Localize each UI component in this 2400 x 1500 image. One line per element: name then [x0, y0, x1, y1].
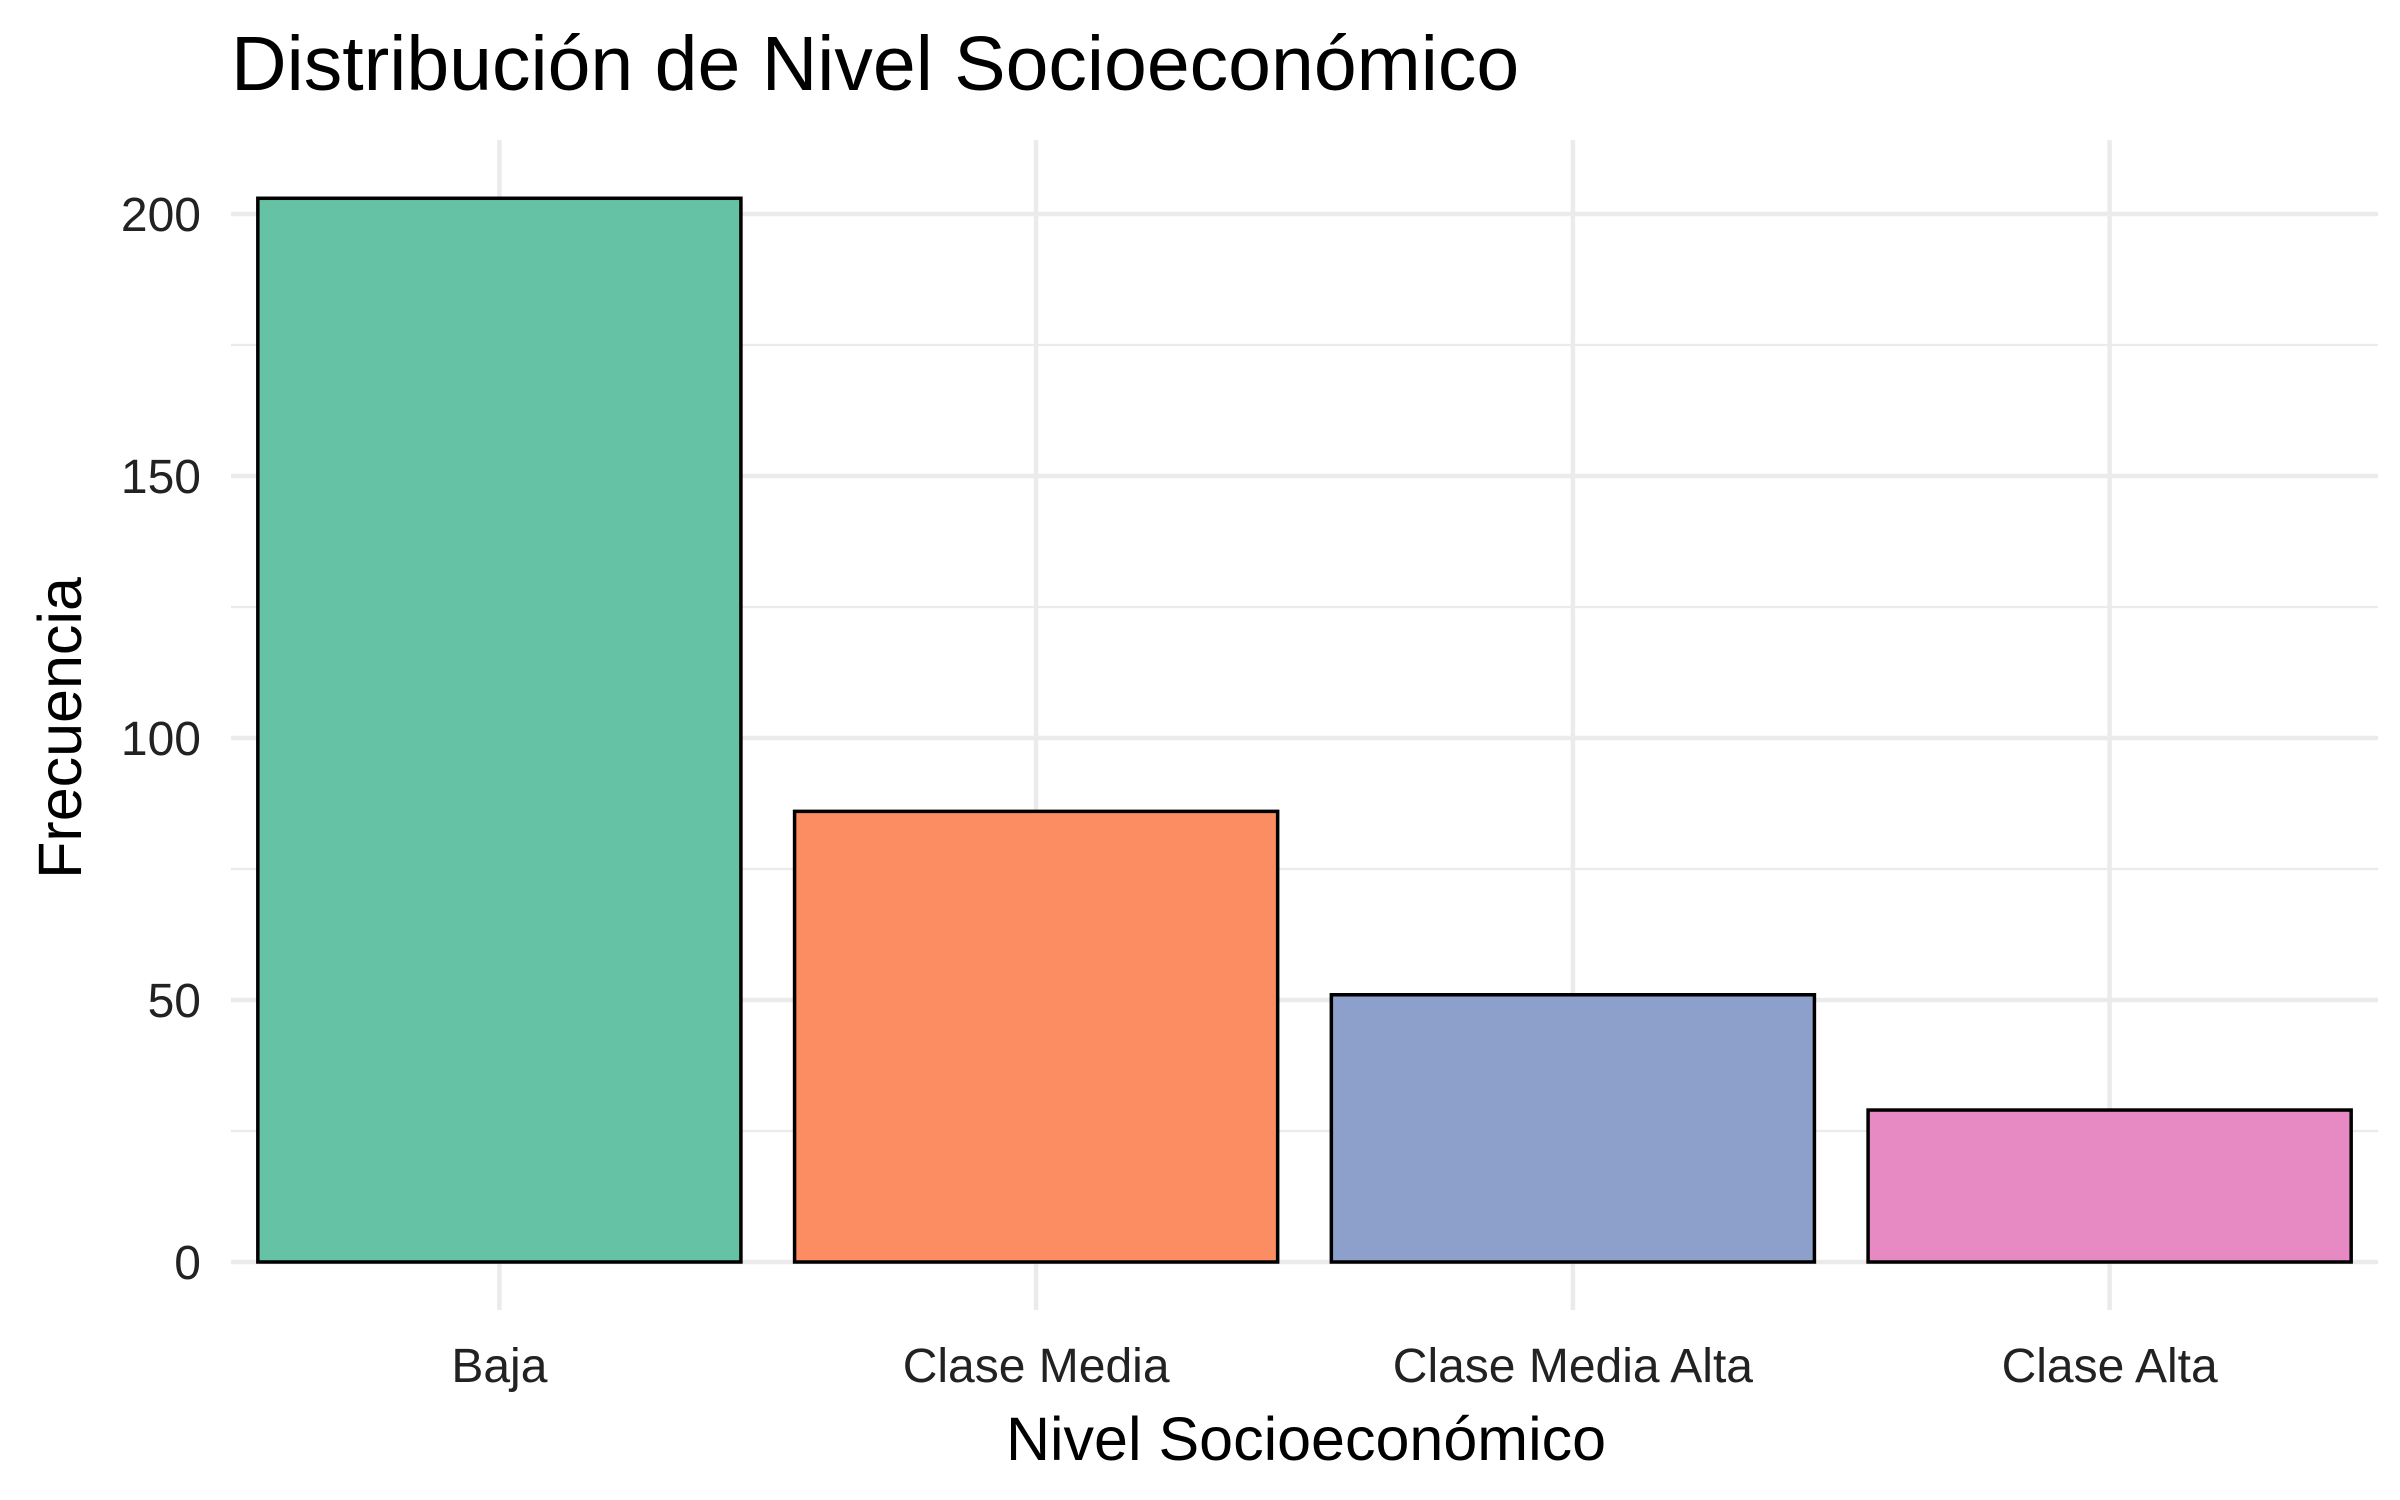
chart-title: Distribución de Nivel Socioeconómico — [231, 21, 1519, 107]
x-axis-ticks: Baja Clase Media Clase Media Alta Clase Alt… — [451, 1340, 2218, 1393]
y-tick-label: 200 — [121, 189, 201, 242]
bar — [1866, 1108, 2353, 1264]
y-tick-label: 50 — [148, 975, 201, 1028]
x-tick-label: Clase Alta — [2002, 1340, 2218, 1393]
x-axis-title: Nivel Socioeconómico — [1006, 1405, 1606, 1473]
y-tick-label: 150 — [121, 451, 201, 504]
y-axis-ticks: 0 50 100 150 200 — [121, 189, 201, 1290]
bar — [792, 809, 1280, 1264]
bars — [256, 196, 2353, 1264]
x-tick-label: Baja — [451, 1340, 547, 1393]
y-tick-label: 0 — [174, 1237, 201, 1290]
y-axis-title: Frecuencia — [26, 577, 94, 879]
bar — [256, 196, 743, 1264]
y-tick-label: 100 — [121, 713, 201, 766]
bar — [1329, 993, 1817, 1264]
x-tick-label: Clase Media Alta — [1393, 1340, 1753, 1393]
x-tick-label: Clase Media — [903, 1340, 1170, 1393]
